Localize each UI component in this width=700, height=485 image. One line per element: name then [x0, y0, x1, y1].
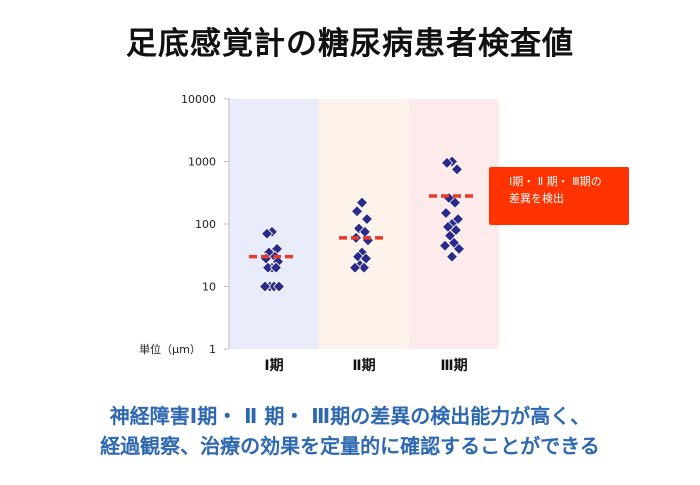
data-point — [260, 227, 274, 240]
callout-line-1: Ⅰ期・ Ⅱ 期・ Ⅲ期の — [509, 175, 602, 188]
data-point — [449, 223, 463, 237]
category-band-2 — [319, 99, 409, 349]
data-point — [269, 261, 283, 274]
x-category-label: Ⅲ期 — [440, 358, 467, 374]
data-point — [272, 280, 286, 293]
data-point — [261, 261, 275, 274]
summary-line-1: 神経障害Ⅰ期・ Ⅱ 期・ Ⅲ期の差異の検出能力が高く、 — [109, 404, 591, 428]
data-point — [450, 163, 464, 176]
summary-line-2: 経過観察、治療の効果を定量的に確認することができる — [100, 434, 600, 458]
data-point — [360, 212, 374, 226]
callout-box: Ⅰ期・ Ⅱ 期・ Ⅲ期の 差異を検出 — [489, 167, 629, 225]
y-tick-label: 10000 — [181, 93, 216, 106]
data-point — [445, 250, 459, 263]
data-point — [438, 239, 452, 252]
callout-line-2: 差異を検出 — [509, 192, 564, 205]
y-tick-label: 1000 — [188, 156, 216, 169]
y-unit-label: 単位（μm） — [139, 342, 201, 356]
chart-title: 足底感覚計の糖尿病患者検査値 — [126, 26, 574, 62]
data-point — [355, 196, 369, 209]
y-tick-label: 10 — [202, 281, 216, 294]
data-point — [258, 280, 272, 293]
data-point — [448, 196, 462, 209]
data-point — [348, 261, 362, 274]
x-category-label: Ⅱ期 — [352, 358, 375, 374]
category-band-1 — [229, 99, 319, 349]
data-point — [357, 261, 371, 274]
x-category-label: Ⅰ期 — [264, 358, 283, 374]
y-tick-label: 100 — [195, 218, 216, 231]
data-point — [440, 156, 454, 169]
data-point — [452, 242, 466, 255]
data-point — [439, 206, 453, 220]
y-tick-label: 1 — [209, 343, 216, 356]
data-point — [350, 205, 364, 218]
